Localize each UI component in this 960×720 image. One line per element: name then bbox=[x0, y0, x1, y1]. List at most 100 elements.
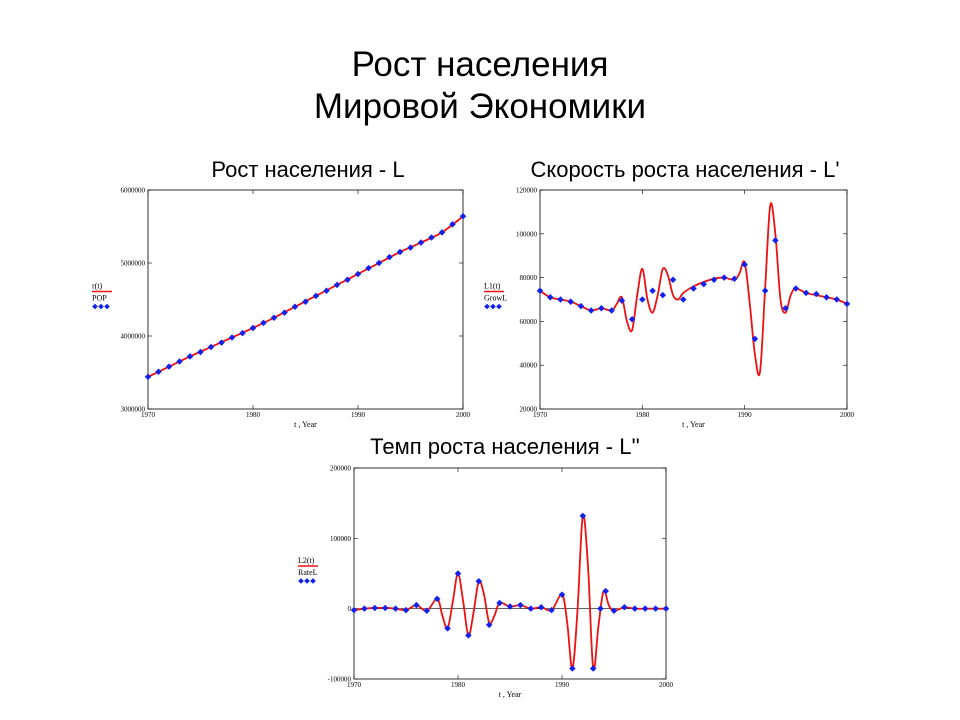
chart-growth-speed: 1970 1980 1990 2000 20000 40000 60000 80000 1000… bbox=[484, 187, 855, 429]
series-line bbox=[148, 215, 463, 378]
data-point bbox=[465, 632, 472, 639]
data-point bbox=[690, 285, 697, 292]
legend-points-label: GrowL bbox=[484, 294, 507, 303]
data-point bbox=[218, 339, 225, 346]
data-point bbox=[649, 287, 656, 294]
legend-point-swatch bbox=[496, 303, 502, 310]
y-tick-label: 5000000 bbox=[121, 260, 146, 268]
data-point bbox=[365, 264, 372, 272]
data-point bbox=[354, 270, 362, 278]
data-point bbox=[631, 605, 639, 612]
plot-frame bbox=[353, 467, 667, 680]
legend-point-swatch bbox=[98, 303, 104, 310]
chart-growth-rate: 1970 1980 1990 2000 -100000 0 100000 200000 t , … bbox=[298, 465, 674, 699]
legend-point-swatch bbox=[304, 578, 310, 584]
data-point bbox=[641, 605, 649, 612]
data-point bbox=[176, 358, 183, 365]
chart-population: 1970 1980 1990 2000 3000000 4000000 5000000 600… bbox=[92, 187, 471, 429]
data-point bbox=[260, 319, 267, 327]
data-point bbox=[597, 605, 604, 612]
data-point bbox=[792, 285, 800, 292]
data-point bbox=[281, 309, 288, 316]
y-tick-label: 100000 bbox=[516, 230, 538, 238]
data-point bbox=[312, 292, 320, 300]
legend-point-swatch bbox=[92, 303, 98, 310]
y-tick-label: 4000000 bbox=[121, 333, 146, 341]
data-point bbox=[577, 302, 585, 310]
legend-points-label: POP bbox=[92, 294, 107, 303]
data-point bbox=[323, 287, 330, 294]
data-point bbox=[802, 289, 810, 297]
data-point bbox=[417, 239, 425, 246]
data-point bbox=[548, 606, 555, 614]
data-point bbox=[197, 348, 204, 356]
data-point bbox=[700, 280, 707, 288]
x-axis-label: t , Year bbox=[682, 420, 705, 429]
y-tick-label: 120000 bbox=[516, 187, 538, 195]
x-tick-label: 1990 bbox=[555, 681, 570, 689]
data-point bbox=[381, 604, 389, 612]
data-point bbox=[598, 305, 605, 312]
data-point bbox=[396, 248, 404, 256]
y-tick-label: -100000 bbox=[328, 676, 352, 684]
data-point bbox=[344, 276, 351, 284]
x-tick-label: 1980 bbox=[451, 681, 466, 689]
data-point bbox=[833, 296, 841, 303]
data-point bbox=[438, 229, 446, 236]
data-point bbox=[652, 605, 659, 612]
data-point bbox=[144, 373, 152, 381]
slide-title: Рост населения Мировой Экономики bbox=[0, 44, 960, 128]
legend-line-label: L1(t) bbox=[484, 282, 501, 291]
legend-point-swatch bbox=[104, 303, 110, 310]
data-point bbox=[557, 296, 564, 303]
data-point bbox=[621, 604, 628, 611]
data-point bbox=[496, 599, 503, 607]
x-tick-label: 2000 bbox=[840, 411, 855, 419]
data-point bbox=[239, 329, 246, 337]
y-tick-label: 3000000 bbox=[121, 406, 146, 414]
y-tick-label: 40000 bbox=[520, 362, 538, 370]
data-point bbox=[270, 314, 278, 322]
data-point bbox=[291, 303, 299, 311]
data-point bbox=[506, 603, 514, 610]
legend-point-swatch bbox=[298, 578, 304, 584]
slide-title-line2: Мировой Экономики bbox=[313, 87, 647, 126]
chart-title-population: Рост населения - L bbox=[211, 157, 405, 182]
data-point bbox=[207, 343, 215, 351]
data-point bbox=[517, 601, 524, 609]
data-point bbox=[536, 287, 544, 294]
chart-title-growth-rate: Темп роста населения - L'' bbox=[370, 434, 640, 459]
y-tick-label: 20000 bbox=[520, 406, 538, 414]
data-point bbox=[449, 221, 456, 228]
x-tick-label: 1980 bbox=[246, 411, 261, 419]
data-point bbox=[428, 234, 435, 241]
y-tick-label: 80000 bbox=[520, 274, 538, 282]
data-point bbox=[782, 305, 789, 312]
data-point bbox=[413, 601, 420, 609]
data-point bbox=[361, 605, 368, 612]
data-point bbox=[680, 296, 687, 303]
data-point bbox=[186, 353, 194, 360]
data-point bbox=[444, 625, 451, 632]
data-point bbox=[579, 512, 587, 520]
y-tick-label: 100000 bbox=[330, 535, 352, 543]
data-point bbox=[402, 606, 410, 614]
x-tick-label: 1980 bbox=[635, 411, 650, 419]
data-point bbox=[772, 237, 779, 244]
x-tick-label: 1990 bbox=[738, 411, 753, 419]
data-point bbox=[371, 604, 379, 612]
data-point bbox=[587, 307, 595, 314]
y-tick-label: 200000 bbox=[330, 465, 352, 473]
data-point bbox=[485, 621, 493, 629]
data-point bbox=[662, 605, 670, 612]
data-point bbox=[423, 607, 431, 615]
data-point bbox=[602, 587, 609, 595]
data-point bbox=[392, 605, 399, 612]
x-tick-label: 1970 bbox=[347, 681, 362, 689]
legend: r(t) POP bbox=[92, 282, 112, 310]
x-tick-label: 1990 bbox=[351, 411, 366, 419]
data-point bbox=[454, 570, 462, 577]
data-point bbox=[407, 244, 414, 251]
data-point bbox=[589, 665, 597, 672]
